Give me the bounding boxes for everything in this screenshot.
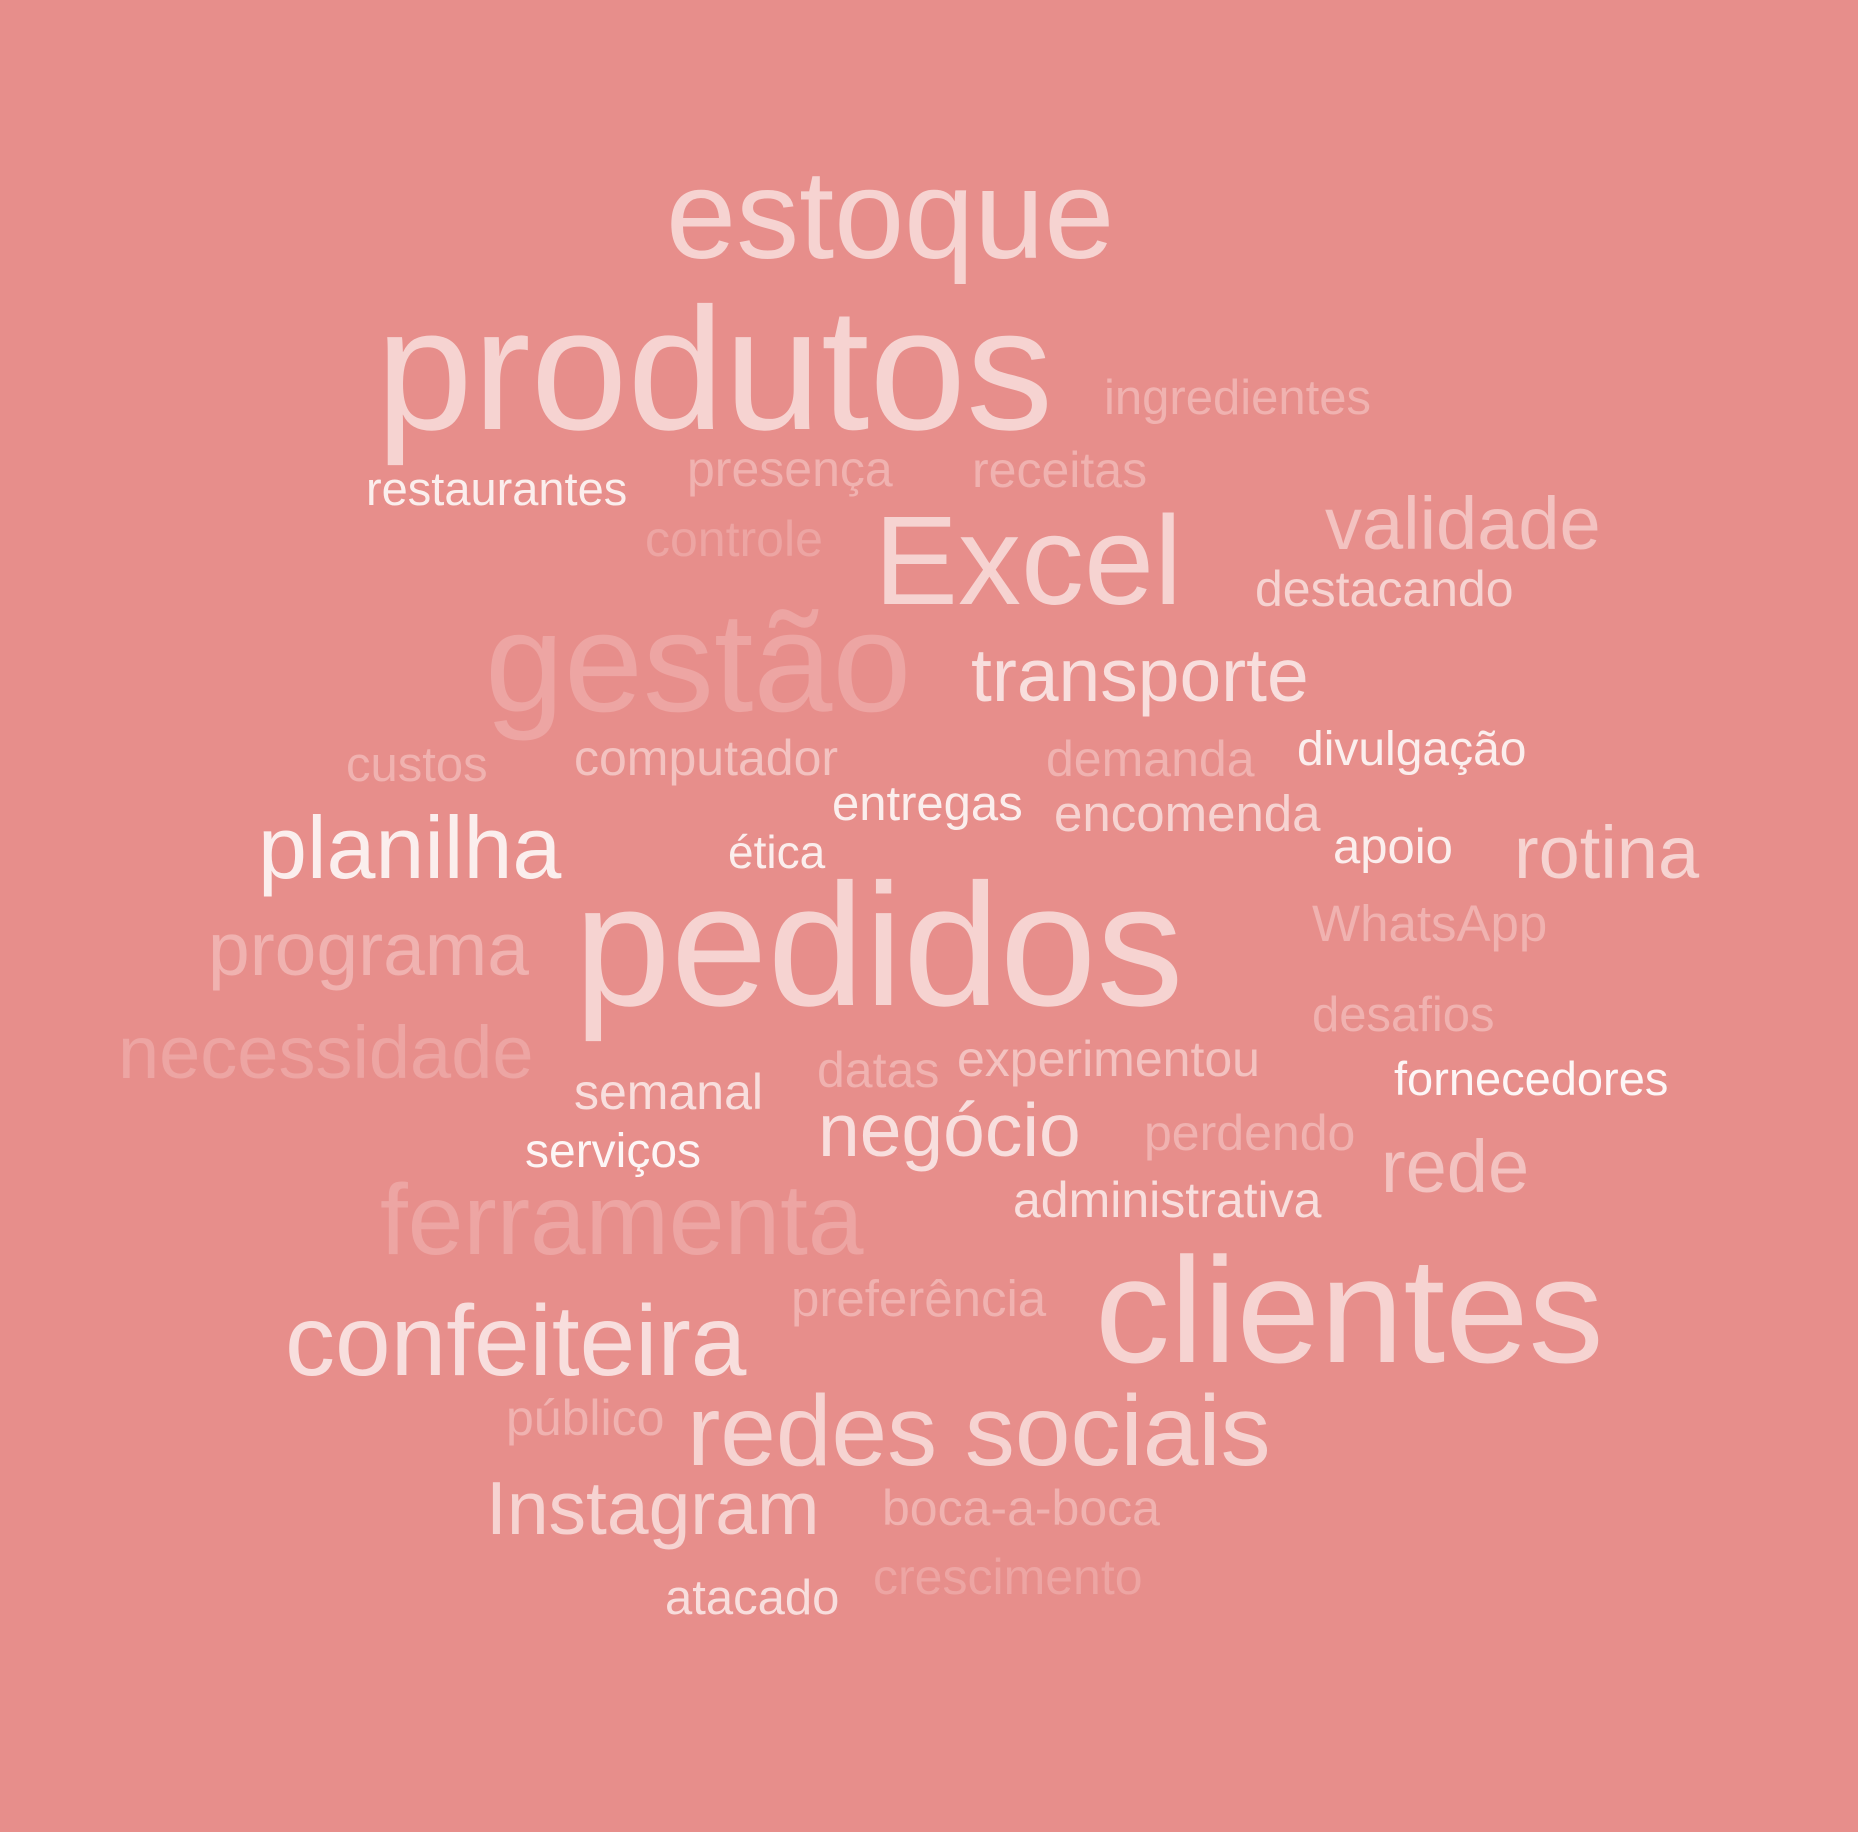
word-divulgacao: divulgação bbox=[1297, 723, 1527, 776]
word-excel: Excel bbox=[874, 490, 1183, 631]
word-instagram: Instagram bbox=[486, 1466, 820, 1550]
word-clientes: clientes bbox=[1095, 1226, 1604, 1394]
word-controle: controle bbox=[645, 511, 823, 567]
word-whatsapp: WhatsApp bbox=[1312, 895, 1548, 952]
word-etica: ética bbox=[728, 826, 826, 878]
word-experimentou: experimentou bbox=[957, 1031, 1260, 1087]
word-receitas: receitas bbox=[972, 442, 1148, 498]
word-encomenda: encomenda bbox=[1054, 785, 1321, 842]
word-gestao: gestão bbox=[485, 583, 912, 742]
word-boca-a-boca: boca-a-boca bbox=[882, 1480, 1160, 1536]
word-negocio: negócio bbox=[818, 1088, 1081, 1172]
word-planilha: planilha bbox=[258, 798, 562, 897]
word-presenca: presença bbox=[687, 441, 893, 497]
word-computador: computador bbox=[574, 730, 839, 786]
word-ingredientes: ingredientes bbox=[1104, 371, 1371, 425]
word-redes-sociais: redes sociais bbox=[687, 1375, 1271, 1487]
word-programa: programa bbox=[208, 907, 529, 991]
word-destacando: destacando bbox=[1255, 561, 1514, 617]
word-produtos: produtos bbox=[376, 271, 1054, 466]
word-fornecedores: fornecedores bbox=[1394, 1052, 1669, 1105]
word-ferramenta: ferramenta bbox=[380, 1164, 864, 1276]
word-estoque: estoque bbox=[666, 144, 1115, 285]
word-transporte: transporte bbox=[971, 633, 1309, 717]
word-publico: público bbox=[506, 1390, 665, 1446]
word-perdendo: perdendo bbox=[1144, 1105, 1356, 1161]
word-semanal: semanal bbox=[574, 1064, 763, 1120]
word-validade: validade bbox=[1325, 482, 1601, 565]
word-crescimento: crescimento bbox=[873, 1549, 1143, 1605]
word-preferencia: preferência bbox=[791, 1270, 1047, 1327]
word-servicos: serviços bbox=[525, 1125, 702, 1178]
word-demanda: demanda bbox=[1046, 731, 1255, 787]
word-confeiteira: confeiteira bbox=[285, 1285, 747, 1397]
word-rotina: rotina bbox=[1514, 811, 1700, 894]
word-restaurantes: restaurantes bbox=[366, 462, 628, 515]
word-entregas: entregas bbox=[832, 777, 1023, 831]
word-pedidos: pedidos bbox=[574, 847, 1184, 1042]
word-necessidade: necessidade bbox=[118, 1011, 534, 1094]
word-desafios: desafios bbox=[1312, 988, 1495, 1042]
word-rede: rede bbox=[1381, 1125, 1530, 1208]
word-apoio: apoio bbox=[1333, 820, 1453, 874]
word-datas: datas bbox=[817, 1042, 940, 1098]
word-administrativa: administrativa bbox=[1013, 1172, 1322, 1228]
word-atacado: atacado bbox=[665, 1571, 840, 1625]
word-custos: custos bbox=[346, 738, 488, 792]
